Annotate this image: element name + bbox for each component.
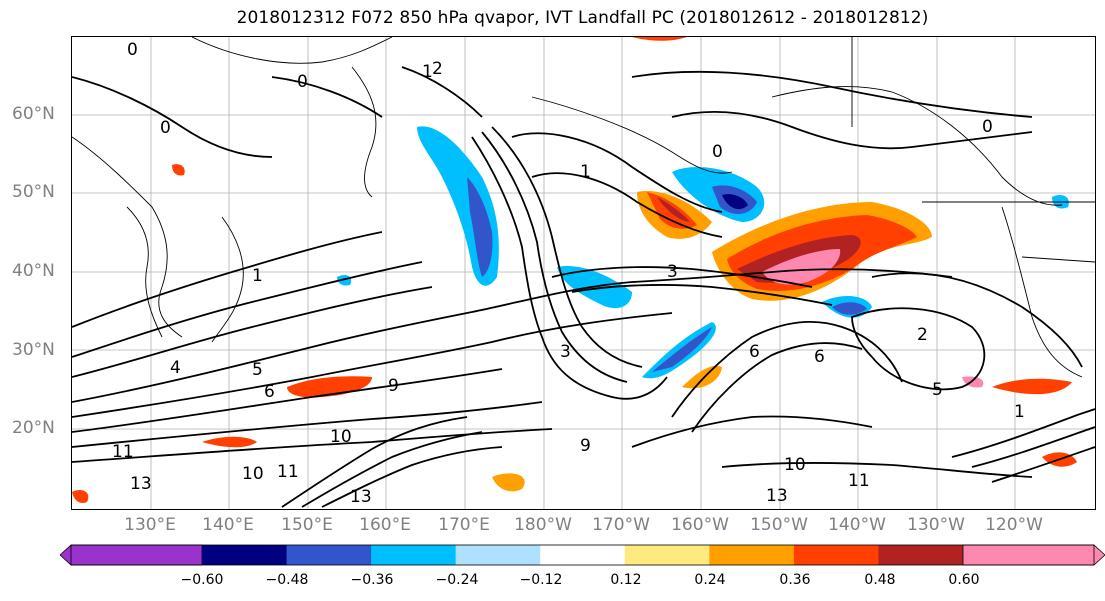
contour-label: 0 bbox=[160, 118, 171, 138]
contour-label: 6 bbox=[749, 342, 760, 362]
contour-label: 5 bbox=[252, 360, 263, 380]
contour-lines bbox=[72, 66, 1095, 508]
lat-label-60n: 60°N bbox=[12, 104, 55, 124]
contour-label: 10 bbox=[330, 427, 352, 447]
colorbar-tick: −0.60 bbox=[180, 572, 224, 588]
contour-label: 10 bbox=[242, 464, 264, 484]
colorbar-cell bbox=[709, 545, 795, 565]
colorbar-tick: −0.12 bbox=[519, 572, 563, 588]
figure-title: 2018012312 F072 850 hPa qvapor, IVT Land… bbox=[236, 8, 929, 28]
contour-label: 1 bbox=[580, 162, 591, 182]
contour-label: 11 bbox=[848, 471, 870, 491]
lon-label-150w: 150°W bbox=[750, 515, 808, 535]
contour-label: 3 bbox=[667, 262, 678, 282]
contour-label: 0 bbox=[712, 142, 723, 162]
lon-label-120w: 120°W bbox=[985, 515, 1043, 535]
colorbar-cell bbox=[540, 545, 626, 565]
colorbar-tick: 0.36 bbox=[779, 572, 811, 588]
colorbar-cell bbox=[962, 544, 1105, 566]
contour-label: 10 bbox=[784, 455, 806, 475]
colorbar-tick: 0.60 bbox=[948, 572, 980, 588]
colorbar-cell bbox=[793, 545, 879, 565]
map-canvas: 0 0 1 0 2 1 0 0 4 5 6 9 1 3 3 6 6 2 5 1 … bbox=[72, 37, 1095, 509]
contour-label: 5 bbox=[932, 380, 943, 400]
colorbar-cell bbox=[60, 544, 203, 566]
lon-label-130e: 130°E bbox=[124, 515, 176, 535]
lat-label-20n: 20°N bbox=[12, 418, 55, 438]
contour-label: 2 bbox=[917, 325, 928, 345]
colorbar-cell bbox=[878, 545, 964, 565]
colorbar-tick: −0.36 bbox=[350, 572, 394, 588]
lon-label-160e: 160°E bbox=[359, 515, 411, 535]
contour-labels: 0 0 1 0 2 1 0 0 4 5 6 9 1 3 3 6 6 2 5 1 … bbox=[112, 40, 1025, 507]
contour-label: 4 bbox=[170, 358, 181, 378]
colorbar-cell bbox=[286, 545, 372, 565]
contour-label: 11 bbox=[112, 442, 134, 462]
contour-label: 13 bbox=[350, 487, 372, 507]
lon-label-180w: 180°W bbox=[514, 515, 572, 535]
contour-label: 11 bbox=[277, 462, 299, 482]
colorbar-cell bbox=[371, 545, 457, 565]
contour-label: 3 bbox=[560, 342, 571, 362]
contour-label: 9 bbox=[388, 376, 399, 396]
colorbar-cell bbox=[624, 545, 710, 565]
colorbar-cells bbox=[60, 544, 1105, 566]
colorbar-tick: 0.48 bbox=[864, 572, 896, 588]
contour-label: 1 bbox=[1014, 402, 1025, 422]
contour-label: 6 bbox=[814, 347, 825, 367]
contour-label: 6 bbox=[264, 382, 275, 402]
colorbar bbox=[60, 544, 1105, 566]
colorbar-tick: −0.48 bbox=[265, 572, 309, 588]
lon-label-170w: 170°W bbox=[592, 515, 650, 535]
colorbar-tick: −0.24 bbox=[435, 572, 479, 588]
lon-label-160w: 160°W bbox=[671, 515, 729, 535]
contour-label: 0 bbox=[982, 117, 993, 137]
shaded-anomalies bbox=[72, 37, 1077, 503]
contour-label: 0 bbox=[127, 40, 138, 60]
contour-label: 13 bbox=[130, 474, 152, 494]
contour-label: 2 bbox=[432, 59, 443, 79]
colorbar-tick: 0.12 bbox=[610, 572, 642, 588]
colorbar-cell bbox=[455, 545, 541, 565]
colorbar-cell bbox=[202, 545, 288, 565]
contour-label: 1 bbox=[422, 62, 433, 82]
contour-label: 9 bbox=[580, 436, 591, 456]
contour-label: 13 bbox=[766, 486, 788, 506]
lon-label-140w: 140°W bbox=[828, 515, 886, 535]
lon-label-130w: 130°W bbox=[907, 515, 965, 535]
lon-label-140e: 140°E bbox=[202, 515, 254, 535]
contour-label: 0 bbox=[297, 72, 308, 92]
coastlines bbox=[72, 37, 1095, 378]
map-panel: 0 0 1 0 2 1 0 0 4 5 6 9 1 3 3 6 6 2 5 1 … bbox=[71, 36, 1096, 510]
colorbar-tick: 0.24 bbox=[694, 572, 726, 588]
lat-label-50n: 50°N bbox=[12, 182, 55, 202]
lat-label-40n: 40°N bbox=[12, 261, 55, 281]
contour-label: 1 bbox=[252, 266, 263, 286]
lon-label-170e: 170°E bbox=[438, 515, 490, 535]
lon-label-150e: 150°E bbox=[281, 515, 333, 535]
lat-label-30n: 30°N bbox=[12, 340, 55, 360]
